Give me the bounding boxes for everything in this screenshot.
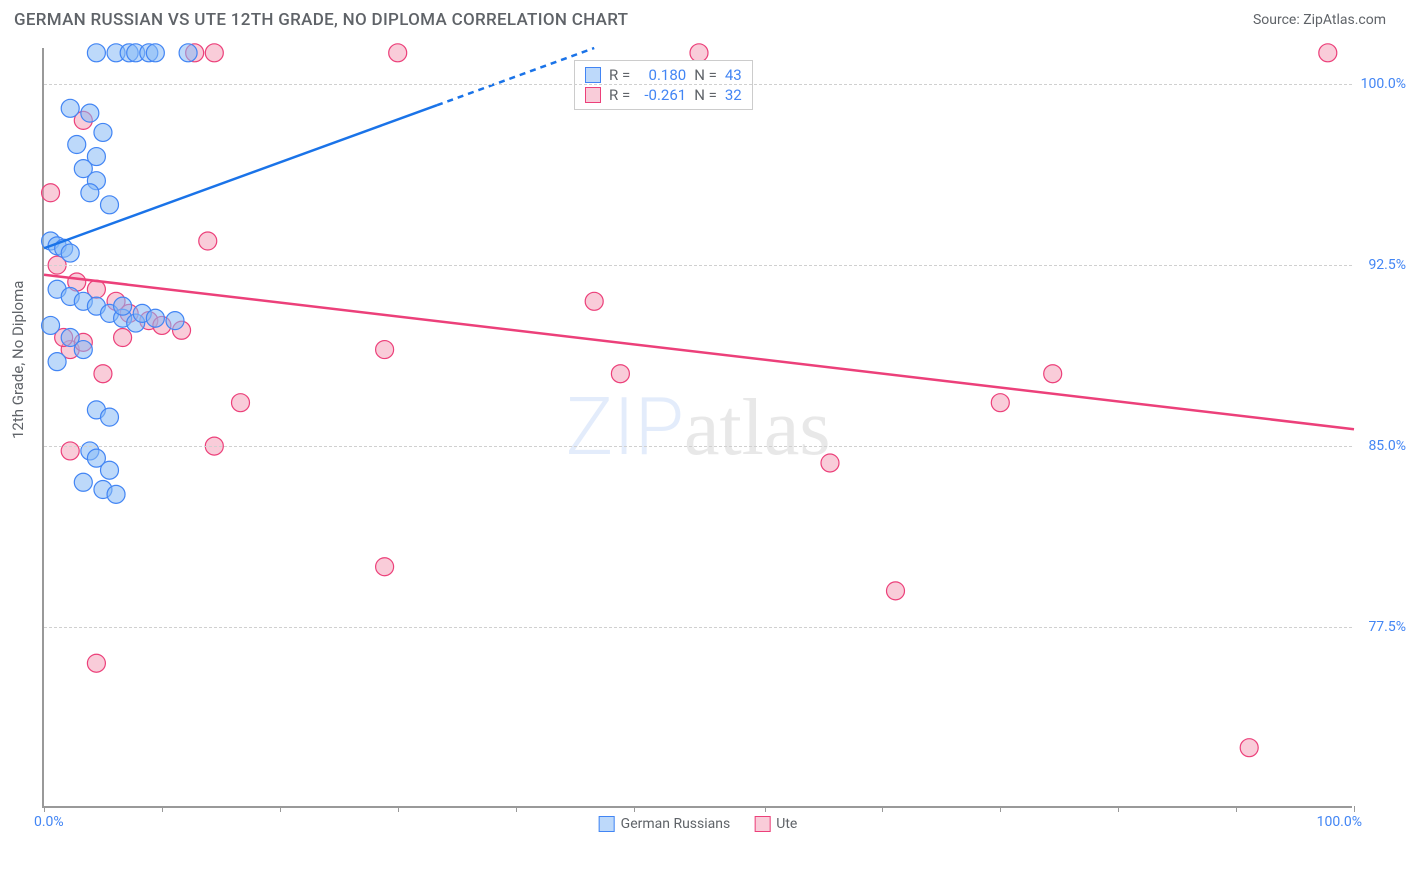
n-value-blue: 43 [725,66,742,84]
gridline [44,84,1352,85]
n-label: N = [694,86,717,104]
data-point [991,394,1009,412]
data-point [48,353,66,371]
x-tick-mark [1000,806,1001,812]
x-tick-mark [516,806,517,812]
data-point [205,44,223,62]
r-value-blue: 0.180 [638,66,686,84]
data-point [887,582,905,600]
x-tick-mark [882,806,883,812]
legend-swatch-pink [754,816,770,832]
data-point [74,341,92,359]
data-point [101,196,119,214]
x-tick-mark [1354,806,1355,812]
data-point [87,44,105,62]
y-tick-label: 77.5% [1356,619,1406,635]
series-legend: German Russians Ute [599,816,798,832]
y-axis-label: 12th Grade, No Diploma [9,281,27,439]
data-point [114,329,132,347]
y-tick-label: 100.0% [1356,76,1406,92]
data-point [74,473,92,491]
legend-label-pink: Ute [776,816,797,832]
x-tick-mark [765,806,766,812]
x-tick-mark [44,806,45,812]
data-point [585,292,603,310]
data-point [68,136,86,154]
data-point [389,44,407,62]
data-point [114,297,132,315]
data-point [94,123,112,141]
data-point [87,654,105,672]
legend-swatch-blue [599,816,615,832]
r-value-pink: -0.261 [638,86,686,104]
gridline [44,446,1352,447]
n-value-pink: 32 [725,86,742,104]
y-tick-label: 92.5% [1356,257,1406,273]
x-tick-mark [162,806,163,812]
data-point [81,184,99,202]
data-point [81,104,99,122]
data-point [146,44,164,62]
x-tick-mark [1118,806,1119,812]
chart-title: GERMAN RUSSIAN VS UTE 12TH GRADE, NO DIP… [14,10,628,30]
data-point [101,408,119,426]
data-point [146,309,164,327]
data-point [94,365,112,383]
data-point [1044,365,1062,383]
data-point [376,341,394,359]
data-point [42,316,60,334]
x-axis-start-label: 0.0% [34,814,64,830]
legend-label-blue: German Russians [621,816,731,832]
r-label: R = [609,66,630,84]
legend-swatch-pink [585,87,601,103]
data-point [101,461,119,479]
data-point [1240,739,1258,757]
data-point [199,232,217,250]
x-tick-mark [1236,806,1237,812]
data-point [611,365,629,383]
data-point [107,485,125,503]
r-label: R = [609,86,630,104]
data-point [61,442,79,460]
chart-plot-area: ZIPatlas R = 0.180 N = 43 R = -0.261 N =… [42,48,1352,808]
gridline [44,627,1352,628]
data-point [179,44,197,62]
y-tick-label: 85.0% [1356,438,1406,454]
scatter-svg [44,48,1354,808]
gridline [44,265,1352,266]
x-tick-mark [634,806,635,812]
data-point [821,454,839,472]
data-point [232,394,250,412]
x-tick-mark [398,806,399,812]
data-point [42,184,60,202]
data-point [1319,44,1337,62]
source-label: Source: ZipAtlas.com [1253,12,1386,28]
regression-line [437,48,594,105]
data-point [166,312,184,330]
data-point [61,244,79,262]
x-axis-end-label: 100.0% [1317,814,1362,830]
legend-swatch-blue [585,67,601,83]
x-tick-mark [280,806,281,812]
n-label: N = [694,66,717,84]
data-point [61,99,79,117]
data-point [376,558,394,576]
